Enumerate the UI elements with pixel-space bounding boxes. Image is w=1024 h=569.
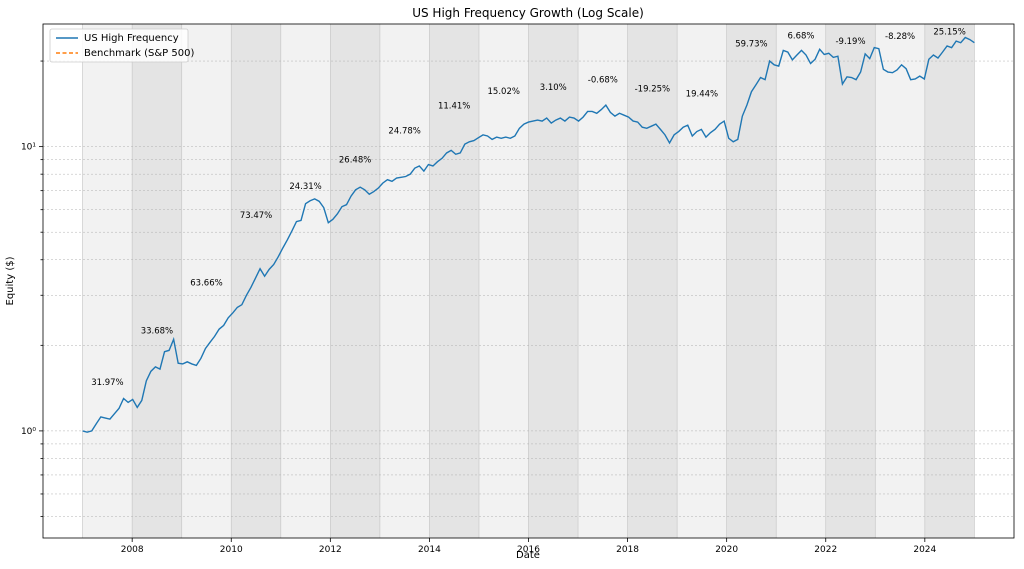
- series-layer: [82, 36, 975, 433]
- year-band-2017: [578, 24, 628, 538]
- series-line-us-high-frequency: [82, 36, 975, 433]
- year-band-2024: [924, 24, 975, 538]
- annual-return-label-2008: 33.68%: [141, 327, 173, 337]
- year-band-2010: [231, 24, 281, 538]
- annual-return-label-2010: 73.47%: [240, 211, 272, 221]
- legend: US High Frequency Benchmark (S&P 500): [49, 28, 194, 63]
- annual-return-label-2023: -8.28%: [885, 32, 915, 42]
- year-band-2007: [82, 24, 133, 538]
- x-tick-label: 2012: [319, 545, 342, 555]
- annual-return-label-2007: 31.97%: [91, 378, 123, 388]
- legend-label-us-high-frequency: US High Frequency: [84, 33, 179, 44]
- y-axis-label: Equity ($): [5, 256, 16, 305]
- year-band-2021: [776, 24, 826, 538]
- x-tick-label: 2018: [616, 545, 639, 555]
- year-band-2020: [726, 24, 777, 538]
- x-tick-label: 2008: [121, 545, 144, 555]
- gridlines: [43, 60, 1014, 517]
- year-band-2018: [627, 24, 678, 538]
- annual-return-label-2017: -0.68%: [588, 76, 618, 86]
- year-band-2008: [132, 24, 182, 538]
- x-tick-label: 2014: [418, 545, 441, 555]
- annual-return-label-2021: 6.68%: [787, 32, 814, 42]
- year-band-2014: [429, 24, 479, 538]
- annual-return-label-2020: 59.73%: [735, 40, 767, 50]
- year-band-2019: [677, 24, 727, 538]
- year-band-2023: [875, 24, 925, 538]
- annual-return-label-2016: 3.10%: [540, 83, 567, 93]
- x-axis-ticks: 2008 2010 2012 2014 2016 2018 2020 2022 2024: [121, 538, 937, 555]
- x-tick-label: 2024: [913, 545, 936, 555]
- x-tick-label: 2022: [814, 545, 837, 555]
- annual-return-label-2012: 26.48%: [339, 155, 371, 165]
- year-band-2009: [181, 24, 232, 538]
- x-axis-label: Date: [516, 550, 540, 561]
- year-band-2012: [330, 24, 380, 538]
- legend-box: [49, 28, 189, 63]
- annual-return-label-2015: 15.02%: [488, 87, 520, 97]
- x-tick-label: 2010: [220, 545, 243, 555]
- annual-return-label-2022: -9.19%: [835, 37, 865, 47]
- year-band-2015: [478, 24, 529, 538]
- x-tick-label: 2020: [715, 545, 738, 555]
- legend-label-benchmark: Benchmark (S&P 500): [84, 48, 194, 59]
- annual-return-label-2013: 24.78%: [388, 127, 420, 137]
- y-tick-label: 10¹: [21, 143, 36, 153]
- annual-return-label-2014: 11.41%: [438, 102, 470, 112]
- y-axis-ticks: 10⁰ 10¹: [21, 60, 43, 517]
- year-bands: [82, 24, 975, 538]
- annual-return-label-2018: -19.25%: [635, 85, 670, 95]
- annual-return-label-2009: 63.66%: [190, 278, 222, 288]
- y-tick-label: 10⁰: [21, 427, 36, 437]
- annual-return-label-2024: 25.15%: [933, 27, 965, 37]
- year-band-2022: [825, 24, 876, 538]
- x-tick-label: 2016: [517, 545, 540, 555]
- year-band-2011: [280, 24, 331, 538]
- year-band-2013: [379, 24, 430, 538]
- annual-return-label-2011: 24.31%: [289, 182, 321, 192]
- annual-return-label-2019: 19.44%: [686, 90, 718, 100]
- chart-title: US High Frequency Growth (Log Scale): [412, 6, 644, 20]
- year-band-2016: [528, 24, 579, 538]
- annual-return-labels: 31.97% 33.68% 63.66% 73.47% 24.31% 26.48% 24.7…: [91, 27, 966, 388]
